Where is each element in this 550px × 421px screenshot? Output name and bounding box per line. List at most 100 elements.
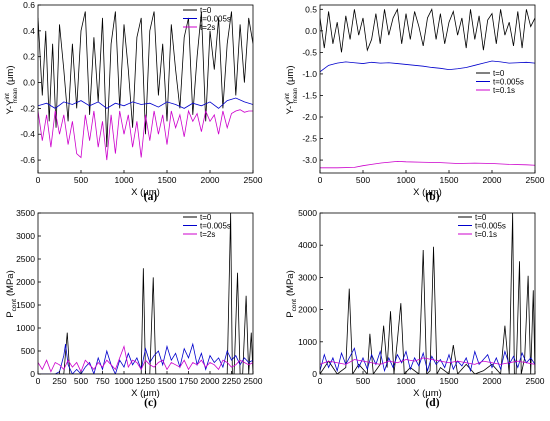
chart-panel-c: 0 250 500 750 1000 1250 1500 1750 2000 2250 250005… xyxy=(5,208,263,409)
y-tick-label: 0.0 xyxy=(305,26,317,36)
y-tick-label: 500 xyxy=(21,346,35,356)
y-tick-label: -0.6 xyxy=(20,155,35,165)
x-tick-label: 1000 xyxy=(397,175,416,185)
y-tick-label: 2500 xyxy=(16,254,35,264)
y-axis-label-main: Y-Y xyxy=(5,99,16,115)
x-tick-label: 2000 xyxy=(201,376,220,386)
x-tick-label: 500 xyxy=(74,175,88,185)
x-tick-label: 1500 xyxy=(158,175,177,185)
y-tick-label: -2.5 xyxy=(302,134,317,144)
plot-frame-b xyxy=(319,4,536,174)
x-tick-label: 2000 xyxy=(201,175,220,185)
legend-label: t=0 xyxy=(493,69,505,78)
x-tick-label: 2000 xyxy=(483,376,502,386)
series-line-b-0 xyxy=(320,7,535,53)
y-axis-label-sub: mean xyxy=(13,88,19,103)
svg-text:Pcont(MPa): Pcont (MPa) xyxy=(5,270,18,318)
y-axis-label-sub: cont xyxy=(291,299,298,311)
x-axis-label: X (μm) xyxy=(413,187,442,198)
y-tick-label: 0.6 xyxy=(23,0,35,10)
series-line-d-2 xyxy=(320,357,535,365)
x-tick-label: 0 xyxy=(318,376,323,386)
panel-label-c: (c) xyxy=(144,397,157,409)
x-tick-label: 2500 xyxy=(244,175,263,185)
y-tick-label: -2.0 xyxy=(302,112,317,122)
y-axis-label: Pcont (MPa) xyxy=(285,270,298,318)
y-axis-label-main: Y-Y xyxy=(285,99,296,115)
series-line-d-0 xyxy=(320,213,535,374)
series-line-a-2 xyxy=(38,109,253,161)
y-axis-label-sup: int xyxy=(5,93,11,100)
x-tick-label: 500 xyxy=(74,376,88,386)
legend-label: t=0.005s xyxy=(200,222,231,231)
x-tick-label: 0 xyxy=(318,175,323,185)
y-tick-label: 1500 xyxy=(16,300,35,310)
y-axis-label: Pcont (MPa) xyxy=(5,270,18,318)
legend-label: t=0.005s xyxy=(475,222,506,231)
y-axis-label-unit: (μm) xyxy=(5,65,16,85)
y-tick-label: 3000 xyxy=(16,231,35,241)
legend-label: t=0 xyxy=(200,213,212,222)
y-tick-label: 5000 xyxy=(298,208,317,218)
x-tick-label: 1000 xyxy=(115,376,134,386)
series-line-b-2 xyxy=(320,160,535,169)
y-axis-label: Y-Yint mean (μm) xyxy=(285,65,299,114)
chart-panel-a: 0 500 1000 1500 2000 2500 -0.6 -0.4 -0.2 0.0 0.2 0.… xyxy=(5,0,263,203)
plot-frame-d xyxy=(319,212,536,375)
y-tick-label: -1.0 xyxy=(302,69,317,79)
y-tick-label: 0 xyxy=(312,369,317,379)
x-tick-label: 500 xyxy=(356,376,370,386)
series-line-d-1 xyxy=(320,347,535,373)
y-tick-label: 3500 xyxy=(16,208,35,218)
x-tick-label: 1500 xyxy=(440,175,459,185)
x-tick-label: 0 xyxy=(36,175,41,185)
y-axis-label-unit: (MPa) xyxy=(285,270,296,296)
y-tick-label: -1.5 xyxy=(302,90,317,100)
y-tick-label: 3000 xyxy=(298,272,317,282)
y-axis-label-main: P xyxy=(285,311,296,317)
x-tick-label: 1000 xyxy=(115,175,134,185)
series-line-c-2 xyxy=(38,344,253,373)
y-tick-label: -3.0 xyxy=(302,155,317,165)
chart-panel-b: 0 500 1000 1500 2000 2500 -3.0 -2.5 -2.0 -1.5 -1.0… xyxy=(285,4,545,203)
x-tick-label: 1250 xyxy=(136,376,155,386)
y-axis-label-main: P xyxy=(5,311,16,317)
y-tick-label: 0 xyxy=(30,369,35,379)
series-line-a-0 xyxy=(38,11,253,148)
y-axis-label-sup: int xyxy=(285,93,291,100)
legend-label: t=2s xyxy=(200,23,215,32)
legend-label: t=0 xyxy=(200,6,212,15)
series-line-c-1 xyxy=(38,342,253,374)
y-tick-label: 2000 xyxy=(16,277,35,287)
x-axis-label: X (μm) xyxy=(131,187,160,198)
y-axis-label-sub: cont xyxy=(11,299,18,311)
legend-label: t=2s xyxy=(200,230,215,239)
y-tick-label: 1000 xyxy=(298,337,317,347)
svg-text:Pcont(MPa): Pcont (MPa) xyxy=(285,270,298,318)
x-axis-label: X (μm) xyxy=(413,388,442,399)
y-tick-label: 0.0 xyxy=(23,78,35,88)
panel-label-b: (b) xyxy=(425,191,439,203)
chart-panel-d: 0 500 1000 1500 2000 2500 0 1000 2000 3000 4000 500… xyxy=(285,208,545,409)
y-axis-label-sub: mean xyxy=(293,88,299,103)
y-tick-label: 0.2 xyxy=(23,52,35,62)
x-tick-label: 1500 xyxy=(158,376,177,386)
x-tick-label: 2500 xyxy=(526,175,545,185)
x-tick-label: 750 xyxy=(95,376,109,386)
y-tick-label: 0.4 xyxy=(23,26,35,36)
x-tick-label: 2000 xyxy=(483,175,502,185)
series-line-a-1 xyxy=(38,97,253,109)
legend-label: t=0.1s xyxy=(493,86,515,95)
y-tick-label: 4000 xyxy=(298,240,317,250)
y-tick-label: -0.4 xyxy=(20,129,35,139)
y-tick-label: 1000 xyxy=(16,323,35,333)
x-tick-label: 250 xyxy=(52,376,66,386)
legend-label: t=0.005s xyxy=(493,78,524,87)
legend-label: t=0.005s xyxy=(200,15,231,24)
plot-frame-a xyxy=(37,4,254,174)
x-tick-label: 0 xyxy=(36,376,41,386)
